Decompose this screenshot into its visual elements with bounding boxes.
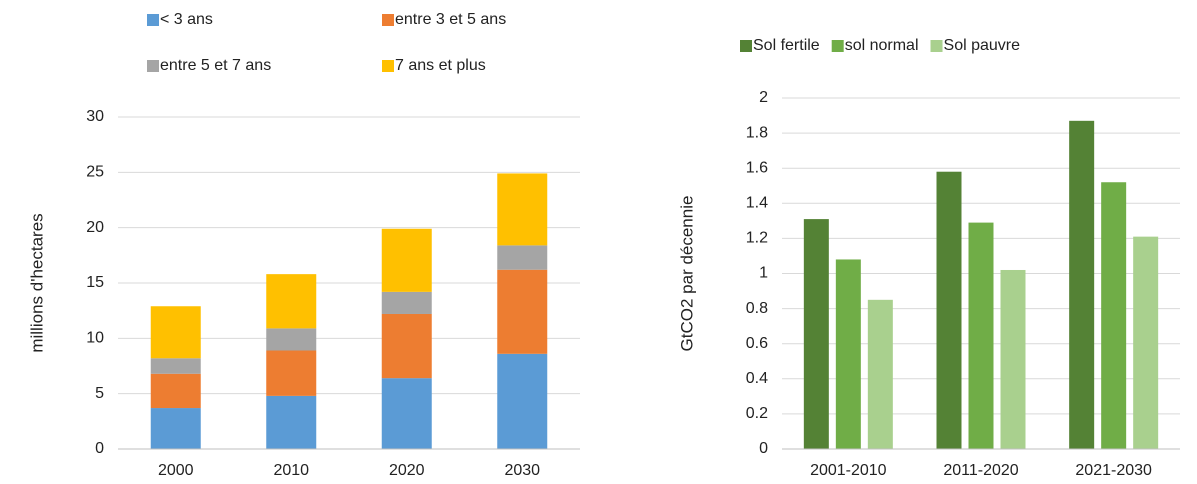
bar — [1133, 236, 1159, 449]
bar-segment — [497, 173, 548, 246]
y-tick-label: 5 — [95, 385, 104, 402]
bar-segment — [381, 313, 432, 379]
legend-label: Sol pauvre — [944, 37, 1021, 54]
legend-label: Sol fertile — [753, 37, 820, 54]
bar-segment — [381, 228, 432, 292]
legend-swatch — [147, 14, 159, 26]
legend-label: 7 ans et plus — [395, 57, 486, 74]
y-tick-label: 1.8 — [746, 124, 768, 141]
y-tick-label: 10 — [86, 330, 104, 347]
y-tick-label: 25 — [86, 164, 104, 181]
y-tick-label: 1 — [759, 265, 768, 282]
bar — [968, 222, 994, 449]
bar — [803, 219, 829, 449]
y-tick-label: 20 — [86, 219, 104, 236]
y-axis-label: millions d'hectares — [27, 213, 46, 352]
x-tick-label: 2021-2030 — [1075, 462, 1152, 479]
x-tick-label: 2001-2010 — [810, 462, 887, 479]
y-tick-label: 1.6 — [746, 159, 768, 176]
bar-segment — [381, 291, 432, 314]
y-tick-label: 2 — [759, 89, 768, 106]
y-tick-label: 1.4 — [746, 195, 768, 212]
y-axis-label: GtCO2 par décennie — [677, 196, 696, 352]
x-tick-label: 2000 — [158, 462, 194, 479]
legend-swatch — [930, 40, 943, 52]
x-tick-label: 2020 — [389, 462, 425, 479]
y-tick-label: 0.4 — [746, 370, 768, 387]
y-tick-label: 0.8 — [746, 300, 768, 317]
legend-swatch — [147, 60, 159, 72]
y-tick-label: 0 — [759, 440, 768, 457]
legend-label: entre 5 et 7 ans — [160, 57, 271, 74]
y-tick-label: 0 — [95, 440, 104, 457]
legend-swatch — [382, 60, 394, 72]
legend-label: entre 3 et 5 ans — [395, 11, 506, 28]
bar-segment — [150, 408, 201, 449]
legend-label: sol normal — [845, 37, 919, 54]
y-tick-label: 30 — [86, 108, 104, 125]
y-tick-label: 1.2 — [746, 230, 768, 247]
bar-segment — [497, 353, 548, 449]
legend-label: < 3 ans — [160, 11, 213, 28]
bar — [867, 299, 893, 449]
bar-segment — [497, 269, 548, 354]
x-tick-label: 2011-2020 — [943, 462, 1018, 479]
bar — [1101, 182, 1127, 450]
legend-swatch — [831, 40, 844, 52]
bar — [936, 171, 962, 449]
bar — [1000, 269, 1026, 449]
bar-segment — [381, 378, 432, 449]
legend-swatch — [740, 40, 752, 52]
bar-segment — [150, 373, 201, 409]
bar — [835, 259, 861, 449]
x-tick-label: 2030 — [504, 462, 540, 479]
legend-swatch — [382, 14, 394, 26]
bar-segment — [266, 395, 317, 449]
y-tick-label: 0.2 — [746, 405, 768, 422]
x-tick-label: 2010 — [273, 462, 309, 479]
bar-segment — [497, 245, 548, 270]
y-tick-label: 15 — [86, 274, 104, 291]
bar-segment — [266, 274, 317, 329]
bar-segment — [150, 358, 201, 374]
bar — [1069, 120, 1095, 449]
bar-segment — [150, 306, 201, 359]
bar-segment — [266, 350, 317, 396]
bar-segment — [266, 328, 317, 351]
y-tick-label: 0.6 — [746, 335, 768, 352]
